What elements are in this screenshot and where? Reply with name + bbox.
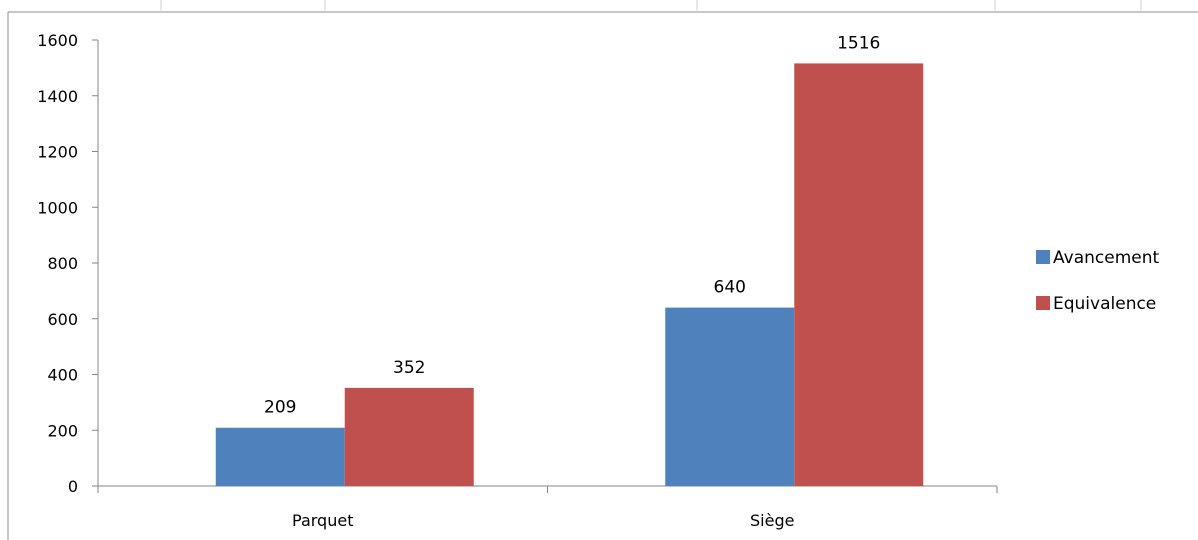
y-tick-label: 1400: [37, 87, 78, 106]
data-label: 1516: [837, 33, 880, 53]
y-tick-label: 600: [47, 310, 78, 329]
top-edge-marks: [160, 0, 1142, 12]
legend: Avancement Equivalence: [1036, 248, 1159, 314]
y-tick-label: 800: [47, 254, 78, 273]
legend-label: Equivalence: [1053, 294, 1156, 314]
axes: 0 200 400 600 800 1000 1200 1400 1600 Parquet Sièg…: [37, 31, 998, 530]
y-tick-label: 200: [47, 421, 78, 440]
data-label: 352: [393, 358, 425, 378]
data-labels: 209 352 640 1516: [264, 33, 880, 417]
legend-swatch-equivalence: [1036, 296, 1050, 310]
bar-equivalence: [344, 387, 474, 486]
y-tick-label: 1000: [37, 198, 78, 217]
legend-label: Avancement: [1053, 248, 1159, 268]
y-tick-label: 0: [68, 477, 78, 496]
y-tick-label: 400: [47, 366, 78, 385]
bars: [215, 63, 924, 486]
x-tick-label: Parquet: [292, 511, 353, 530]
bar-avancement: [665, 307, 795, 486]
bar-avancement: [215, 427, 345, 486]
legend-swatch-avancement: [1036, 250, 1050, 264]
x-tick-label: Siège: [750, 511, 794, 530]
y-tick-label: 1200: [37, 143, 78, 162]
data-label: 640: [714, 278, 746, 298]
data-label: 209: [264, 398, 296, 418]
y-tick-label: 1600: [37, 31, 78, 50]
bar-equivalence: [794, 63, 924, 486]
